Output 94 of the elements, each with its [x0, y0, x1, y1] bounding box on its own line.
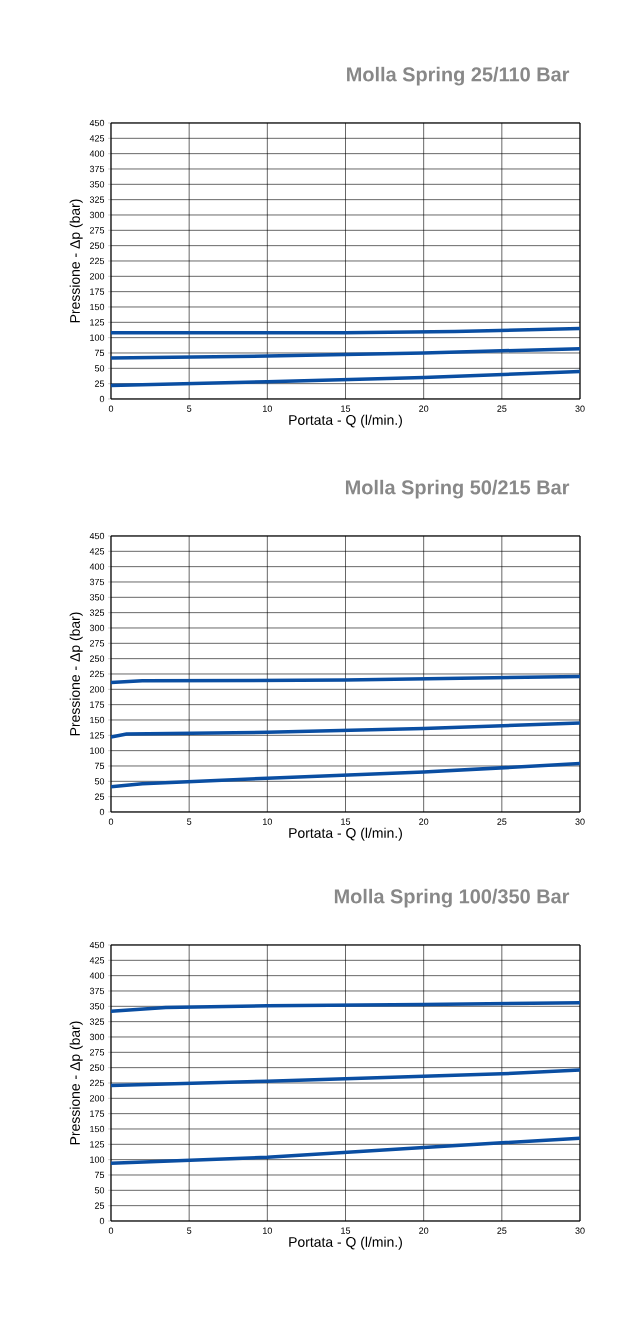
y-tick-label: 0: [99, 808, 105, 816]
y-tick-label: 275: [89, 1049, 105, 1056]
y-tick-label: 0: [99, 395, 105, 403]
y-tick-label: 25: [94, 380, 105, 387]
y-tick-label: 200: [89, 273, 105, 280]
y-tick-label: 175: [90, 1110, 105, 1117]
y-tick-label: 150: [90, 1125, 105, 1133]
y-tick-label: 75: [94, 349, 105, 357]
line-series: [111, 346, 580, 360]
y-tick-label: 450: [89, 941, 105, 949]
y-tick-label: 125: [90, 319, 105, 326]
line-series: [111, 369, 580, 388]
y-tick-label: 375: [89, 165, 105, 173]
line-series: [111, 721, 580, 739]
x-tick-label: 0: [108, 405, 114, 412]
y-tick-label: 125: [90, 1141, 105, 1148]
x-tick-label: 30: [575, 405, 585, 412]
x-tick-label: 25: [497, 1227, 507, 1234]
y-tick-label: 125: [90, 732, 105, 739]
y-tick-label: 400: [89, 150, 105, 157]
line-series: [111, 1068, 580, 1088]
y-tick-label: 325: [89, 196, 105, 203]
y-tick-label: 200: [89, 1095, 105, 1102]
y-tick-label: 225: [89, 1079, 105, 1087]
y-tick-label: 350: [89, 1003, 105, 1010]
x-tick-label: 10: [263, 818, 272, 825]
x-tick-label: 20: [419, 1227, 429, 1234]
y-tick-label: 275: [89, 640, 105, 647]
y-tick-label: 325: [89, 609, 105, 616]
y-tick-label: 0: [99, 1217, 105, 1225]
x-tick-label: 25: [497, 405, 507, 412]
y-tick-label: 50: [94, 1187, 105, 1194]
y-tick-label: 425: [89, 135, 105, 142]
line-series: [111, 1000, 580, 1013]
y-tick-label: 400: [89, 563, 105, 570]
x-tick-label: 15: [341, 818, 351, 825]
x-tick-label: 10: [263, 405, 272, 412]
y-tick-label: 175: [90, 288, 105, 295]
y-tick-label: 425: [89, 957, 105, 964]
y-tick-label: 350: [89, 181, 105, 188]
y-tick-label: 225: [89, 670, 105, 678]
y-tick-label: 25: [94, 1202, 105, 1209]
y-tick-label: 150: [90, 303, 105, 311]
x-tick-label: 25: [497, 818, 507, 825]
x-tick-label: 15: [341, 1227, 351, 1234]
y-tick-label: 250: [89, 655, 105, 662]
x-axis-title: Portata - Q (l/min.): [289, 1236, 402, 1250]
x-tick-label: 15: [341, 405, 351, 412]
y-tick-label: 450: [89, 119, 105, 127]
y-tick-label: 50: [94, 778, 105, 785]
y-tick-label: 325: [89, 1018, 105, 1025]
y-tick-label: 350: [89, 594, 105, 601]
y-tick-label: 300: [89, 1033, 105, 1041]
y-tick-label: 250: [89, 1064, 105, 1071]
x-axis-title: Portata - Q (l/min.): [289, 414, 402, 428]
x-axis-title: Portata - Q (l/min.): [289, 827, 402, 841]
x-tick-label: 20: [419, 405, 429, 412]
x-tick-label: 20: [419, 818, 429, 825]
y-tick-label: 100: [90, 334, 105, 341]
chart-title: Molla Spring 50/215 Bar: [345, 479, 570, 499]
x-tick-label: 30: [575, 818, 585, 825]
x-tick-label: 10: [263, 1227, 272, 1234]
y-tick-label: 200: [89, 686, 105, 693]
y-tick-label: 250: [89, 242, 105, 249]
y-tick-label: 375: [89, 578, 105, 586]
x-tick-label: 0: [108, 818, 114, 825]
y-tick-label: 275: [89, 227, 105, 234]
y-tick-label: 225: [89, 257, 105, 265]
y-axis-title: Pressione - Δp (bar): [69, 612, 83, 736]
x-tick-label: 0: [108, 1227, 114, 1234]
y-tick-label: 175: [90, 701, 105, 708]
chart-title: Molla Spring 100/350 Bar: [334, 888, 570, 908]
y-tick-label: 50: [94, 365, 105, 372]
y-tick-label: 300: [89, 211, 105, 219]
y-tick-label: 400: [89, 972, 105, 979]
x-tick-label: 5: [187, 405, 192, 412]
y-tick-label: 100: [90, 747, 105, 754]
x-tick-label: 30: [575, 1227, 585, 1234]
y-tick-label: 75: [94, 1171, 105, 1179]
y-axis-title: Pressione - Δp (bar): [69, 199, 83, 323]
x-tick-label: 5: [187, 1227, 192, 1234]
y-tick-label: 150: [90, 716, 105, 724]
y-axis-title: Pressione - Δp (bar): [69, 1021, 83, 1145]
y-tick-label: 375: [89, 987, 105, 995]
y-tick-label: 100: [90, 1156, 105, 1163]
line-series: [111, 674, 580, 685]
line-series: [111, 1136, 580, 1166]
chart-title: Molla Spring 25/110 Bar: [347, 66, 570, 86]
y-tick-label: 300: [89, 624, 105, 632]
y-tick-label: 75: [94, 762, 105, 770]
y-tick-label: 450: [89, 532, 105, 540]
y-tick-label: 425: [89, 548, 105, 555]
y-tick-label: 25: [94, 793, 105, 800]
x-tick-label: 5: [187, 818, 192, 825]
